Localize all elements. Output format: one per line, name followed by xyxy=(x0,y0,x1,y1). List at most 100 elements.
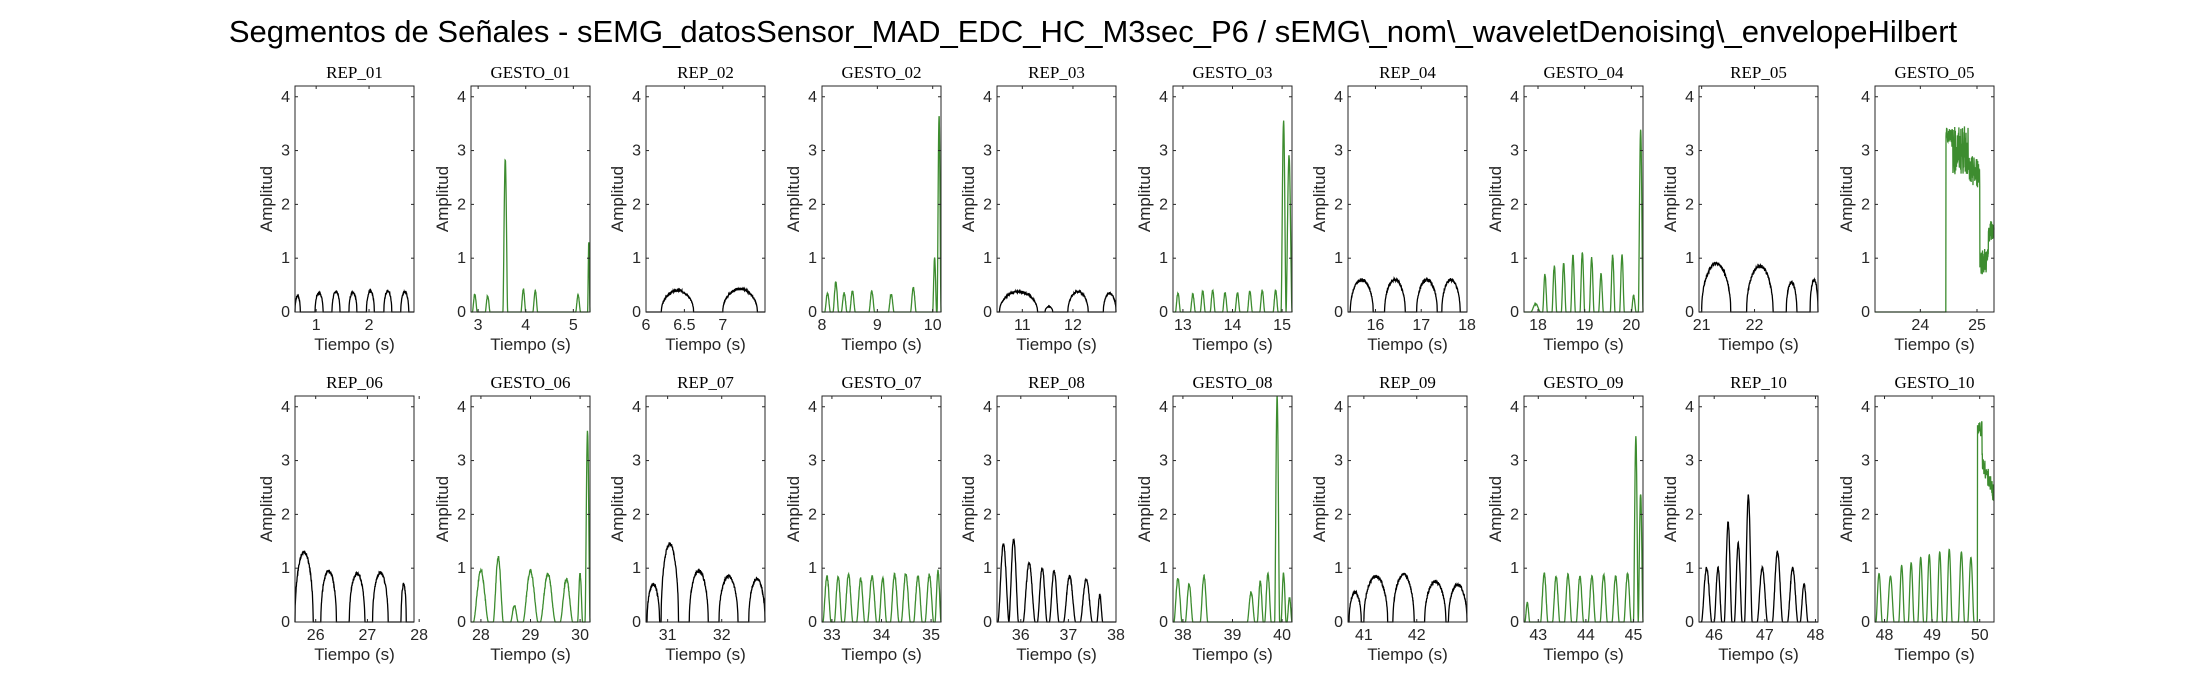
y-tick-label: 4 xyxy=(808,399,817,416)
y-tick-label: 3 xyxy=(983,453,992,470)
subplot-title: GESTO_02 xyxy=(842,63,922,82)
y-axis-label: Amplitud xyxy=(1661,166,1680,232)
y-tick-label: 4 xyxy=(632,399,641,416)
y-tick-label: 0 xyxy=(1861,614,1870,631)
y-tick-label: 4 xyxy=(983,89,992,106)
plot-area xyxy=(997,86,1116,312)
y-axis-label: Amplitud xyxy=(1837,476,1856,542)
y-tick-label: 1 xyxy=(632,560,641,577)
x-tick-label: 29 xyxy=(522,627,540,644)
y-tick-label: 3 xyxy=(1334,453,1343,470)
y-tick-label: 4 xyxy=(1159,89,1168,106)
y-axis-label: Amplitud xyxy=(1310,476,1329,542)
y-tick-label: 1 xyxy=(1510,250,1519,267)
x-tick-label: 20 xyxy=(1622,317,1640,334)
y-tick-label: 1 xyxy=(1334,250,1343,267)
plot-area xyxy=(1524,396,1643,622)
subplot-title: REP_08 xyxy=(1028,373,1085,392)
y-tick-label: 4 xyxy=(1685,399,1694,416)
x-axis-label: Tiempo (s) xyxy=(1367,645,1448,664)
subplot-title: GESTO_09 xyxy=(1544,373,1624,392)
x-tick-label: 1 xyxy=(312,317,321,334)
y-axis-label: Amplitud xyxy=(1486,166,1505,232)
y-tick-label: 2 xyxy=(632,196,641,213)
x-tick-label: 40 xyxy=(1273,627,1291,644)
x-tick-label: 44 xyxy=(1577,627,1595,644)
plot-area xyxy=(295,396,414,622)
y-tick-label: 3 xyxy=(281,453,290,470)
y-tick-label: 0 xyxy=(1159,304,1168,321)
signal-line xyxy=(1524,129,1644,313)
y-tick-label: 1 xyxy=(281,250,290,267)
x-tick-label: 38 xyxy=(1107,627,1125,644)
subplot-rep-06: REP_06 0 1 2 3 4 26 27 28 Tiempo (s) Amplitud xyxy=(257,373,428,664)
figure-title: Segmentos de Señales - sEMG_datosSensor_… xyxy=(229,14,1958,49)
x-axis-label: Tiempo (s) xyxy=(314,645,395,664)
x-tick-label: 48 xyxy=(1876,627,1894,644)
y-tick-label: 4 xyxy=(632,89,641,106)
y-tick-label: 2 xyxy=(808,196,817,213)
plot-area xyxy=(1348,86,1467,312)
x-tick-label: 31 xyxy=(659,627,677,644)
y-axis-label: Amplitud xyxy=(959,166,978,232)
y-tick-label: 4 xyxy=(1861,89,1870,106)
y-tick-label: 0 xyxy=(1510,304,1519,321)
x-tick-label: 2 xyxy=(365,317,374,334)
subplot-title: GESTO_04 xyxy=(1544,63,1624,82)
x-tick-label: 42 xyxy=(1408,627,1426,644)
y-tick-label: 1 xyxy=(1334,560,1343,577)
x-tick-label: 14 xyxy=(1224,317,1242,334)
plot-area xyxy=(1173,86,1292,312)
subplot-title: GESTO_07 xyxy=(842,373,922,392)
y-axis-label: Amplitud xyxy=(257,166,276,232)
subplot-title: REP_04 xyxy=(1379,63,1436,82)
axes-box xyxy=(1347,85,1468,313)
y-tick-label: 1 xyxy=(983,560,992,577)
y-tick-label: 4 xyxy=(1334,399,1343,416)
y-tick-label: 1 xyxy=(1861,250,1870,267)
x-axis-label: Tiempo (s) xyxy=(1016,335,1097,354)
y-tick-label: 0 xyxy=(1685,614,1694,631)
y-tick-label: 4 xyxy=(1861,399,1870,416)
y-tick-label: 0 xyxy=(457,304,466,321)
subplot-title: REP_02 xyxy=(677,63,734,82)
y-tick-label: 2 xyxy=(1861,196,1870,213)
axes-box xyxy=(1698,85,1819,313)
y-tick-label: 4 xyxy=(1334,89,1343,106)
y-tick-label: 1 xyxy=(1685,250,1694,267)
y-tick-label: 3 xyxy=(632,143,641,160)
x-tick-label: 32 xyxy=(713,627,731,644)
y-tick-label: 0 xyxy=(983,614,992,631)
x-tick-label: 17 xyxy=(1412,317,1430,334)
y-tick-label: 1 xyxy=(281,560,290,577)
axes-box xyxy=(1523,395,1644,623)
axes-box xyxy=(294,85,415,313)
y-tick-label: 3 xyxy=(1510,143,1519,160)
axes-box xyxy=(996,85,1117,313)
subplot-title: GESTO_01 xyxy=(491,63,571,82)
y-tick-label: 2 xyxy=(457,196,466,213)
axes-box xyxy=(1698,395,1819,623)
subplot-title: GESTO_03 xyxy=(1193,63,1273,82)
x-axis-label: Tiempo (s) xyxy=(841,335,922,354)
x-tick-label: 22 xyxy=(1746,317,1764,334)
axes-box xyxy=(1874,395,1995,623)
x-tick-label: 13 xyxy=(1174,317,1192,334)
x-tick-label: 35 xyxy=(922,627,940,644)
axes-box xyxy=(645,85,766,313)
y-tick-label: 1 xyxy=(457,560,466,577)
x-tick-label: 24 xyxy=(1911,317,1929,334)
x-axis-label: Tiempo (s) xyxy=(1718,335,1799,354)
x-tick-label: 34 xyxy=(873,627,891,644)
y-tick-label: 1 xyxy=(1159,250,1168,267)
x-tick-label: 49 xyxy=(1923,627,1941,644)
